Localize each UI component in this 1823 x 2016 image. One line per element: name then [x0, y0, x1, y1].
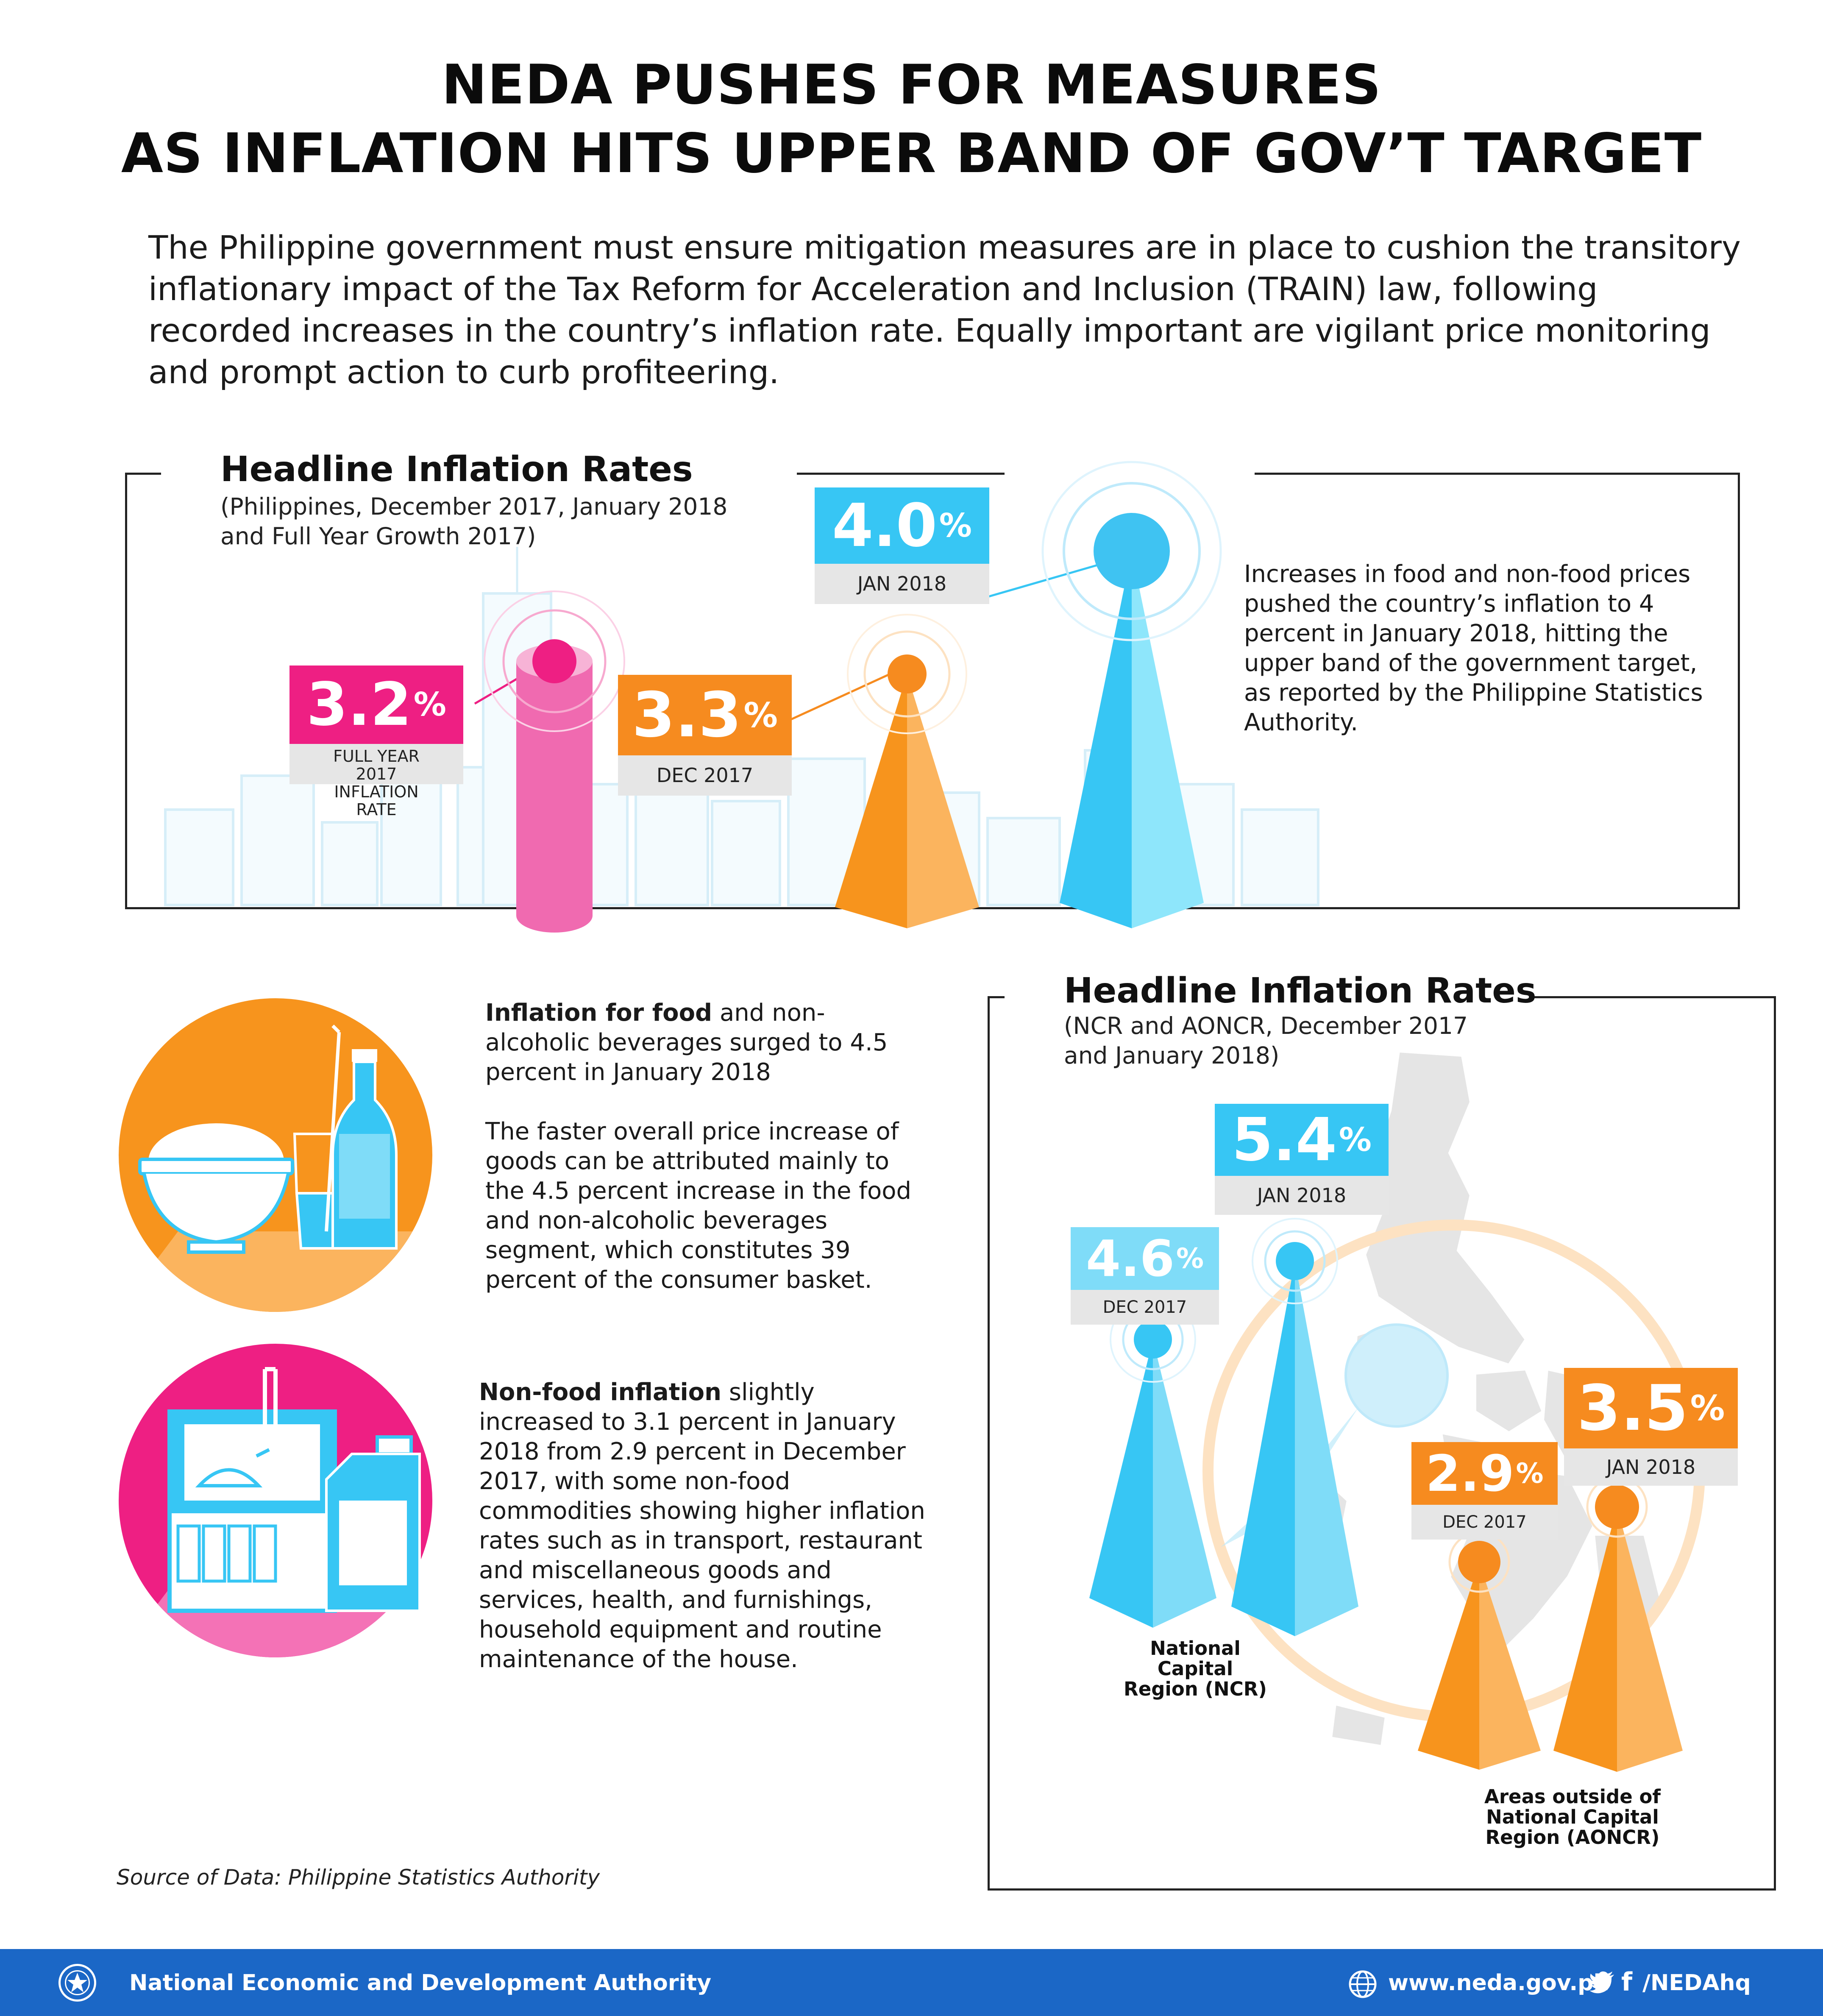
food-paragraph: Inflation for food and non-alcoholic bev…	[485, 998, 922, 1295]
chart2-value-aoncr-jan2018: 3.5%	[1564, 1368, 1738, 1448]
chart1-value-dec2017-number: 3.3	[632, 679, 742, 751]
section2-subtitle-line-1: (NCR and AONCR, December 2017	[1064, 1012, 1468, 1039]
nonfood-paragraph: Non-food inflation slightly increased to…	[479, 1378, 935, 1674]
ncr-label-line-2: Region (NCR)	[1124, 1678, 1267, 1700]
chart2-label-aoncr-dec2017: DEC 2017	[1411, 1505, 1558, 1540]
chart2-value-ncr-dec2017-unit: %	[1176, 1242, 1204, 1275]
nonfood-lead-bold: Non-food inflation	[479, 1378, 722, 1406]
chart2-value-ncr-jan2018: 5.4%	[1215, 1104, 1389, 1176]
chart2-value-aoncr-dec2017-unit: %	[1516, 1457, 1544, 1490]
nonfood-lead-rest: slightly increased to 3.1 percent in Jan…	[479, 1378, 925, 1673]
section1-subtitle-line-1: (Philippines, December 2017, January 201…	[220, 493, 728, 520]
chart2-value-ncr-dec2017-number: 4.6	[1086, 1229, 1175, 1288]
footer-social-handle[interactable]: /NEDAhq	[1642, 1970, 1751, 1996]
aoncr-label: Areas outside of National Capital Region…	[1483, 1787, 1662, 1848]
data-source: Source of Data: Philippine Statistics Au…	[117, 1865, 600, 1890]
chart2-value-aoncr-jan2018-number: 3.5	[1577, 1372, 1688, 1445]
title-line-2: AS INFLATION HITS UPPER BAND OF GOV’T TA…	[121, 122, 1702, 185]
chart2-value-ncr-dec2017: 4.6%	[1071, 1227, 1219, 1290]
chart2-label-ncr-jan2018: JAN 2018	[1215, 1176, 1389, 1215]
chart1-label-jan2018: JAN 2018	[815, 564, 989, 604]
chart1-bar-jan2018	[1041, 461, 1222, 928]
chart1-value-dec2017: 3.3%	[618, 675, 792, 755]
aoncr-label-line-1: Areas outside of	[1484, 1785, 1661, 1808]
chart1-value-fy2017: 3.2%	[289, 666, 463, 744]
chart1-svg	[474, 461, 1222, 933]
bottle-icon	[331, 1049, 398, 1250]
chart1-label-fy2017: FULL YEAR 2017 INFLATION RATE	[289, 744, 463, 819]
aoncr-label-line-3: Region (AONCR)	[1485, 1826, 1660, 1849]
ncr-label: National Capital Region (NCR)	[1110, 1638, 1280, 1699]
globe-icon	[1349, 1970, 1377, 1998]
twitter-icon[interactable]	[1589, 1971, 1615, 1995]
chart1-label-fy2017-text: FULL YEAR 2017 INFLATION RATE	[333, 747, 420, 819]
chart1-bar-dec2017	[835, 614, 979, 928]
chart1-label-dec2017-text: DEC 2017	[656, 764, 754, 787]
chart2-bar-ncr-jan2018	[1231, 1218, 1358, 1636]
food-body: The faster overall price increase of goo…	[485, 1118, 912, 1294]
food-lead-bold: Inflation for food	[485, 999, 713, 1027]
ncr-highlight	[1344, 1323, 1449, 1428]
chart2-value-aoncr-dec2017: 2.9%	[1411, 1442, 1558, 1505]
food-illustration	[119, 998, 432, 1312]
chart1-value-jan2018-number: 4.0	[832, 491, 938, 560]
chart2-bar-ncr-dec2017	[1089, 1296, 1216, 1628]
chart2-label-ncr-jan2018-text: JAN 2018	[1257, 1184, 1347, 1207]
chart1-bar-fy2017	[484, 590, 625, 933]
chart1-value-dec2017-unit: %	[743, 695, 778, 735]
facebook-icon[interactable]: f	[1621, 1967, 1633, 1997]
chart2-label-aoncr-jan2018-text: JAN 2018	[1606, 1456, 1696, 1479]
chart2-bar-aoncr-jan2018	[1553, 1476, 1683, 1772]
neda-logo-icon	[58, 1964, 96, 2002]
section1-title: Headline Inflation Rates	[220, 449, 693, 490]
bowl-icon	[138, 1123, 294, 1254]
ncr-label-line-1: National Capital	[1150, 1637, 1241, 1680]
food-lead-rest: and non-alcoholic beverages surged to 4.…	[485, 999, 888, 1086]
chart2-value-ncr-jan2018-number: 5.4	[1232, 1105, 1337, 1175]
chart2-value-aoncr-jan2018-unit: %	[1690, 1388, 1725, 1428]
section1-subtitle-line-2: and Full Year Growth 2017)	[220, 523, 536, 550]
footer-org-name: National Economic and Development Author…	[129, 1970, 712, 1996]
section2-subtitle-line-2: and January 2018)	[1064, 1042, 1280, 1069]
chart1-label-jan2018-text: JAN 2018	[857, 572, 947, 595]
chart2-value-aoncr-dec2017-number: 2.9	[1425, 1444, 1514, 1503]
section1-subtitle: (Philippines, December 2017, January 201…	[220, 492, 814, 551]
nonfood-illustration	[119, 1344, 432, 1657]
chart1-value-fy2017-number: 3.2	[306, 670, 412, 739]
section2-subtitle: (NCR and AONCR, December 2017 and Januar…	[1064, 1011, 1615, 1070]
chart2-label-ncr-dec2017-text: DEC 2017	[1102, 1298, 1187, 1317]
footer-website-link[interactable]: www.neda.gov.ph	[1388, 1970, 1609, 1996]
intro-paragraph: The Philippine government must ensure mi…	[148, 228, 1741, 391]
chart2-label-aoncr-jan2018: JAN 2018	[1564, 1448, 1738, 1486]
chart1-value-jan2018-unit: %	[939, 507, 972, 545]
chart1-label-dec2017: DEC 2017	[618, 755, 792, 796]
chart2-label-aoncr-dec2017-text: DEC 2017	[1442, 1512, 1527, 1532]
aoncr-label-line-2: National Capital	[1486, 1806, 1659, 1828]
chart1-value-jan2018: 4.0%	[815, 487, 989, 564]
chart1-value-fy2017-unit: %	[413, 686, 446, 724]
chart2-value-ncr-jan2018-unit: %	[1339, 1121, 1372, 1159]
section1-note: Increases in food and non-food prices pu…	[1244, 560, 1703, 736]
chart2-label-ncr-dec2017: DEC 2017	[1071, 1290, 1219, 1325]
food-lead: Inflation for food and non-alcoholic bev…	[485, 998, 922, 1087]
title-line-1: NEDA PUSHES FOR MEASURES	[441, 53, 1382, 117]
footer-bar: National Economic and Development Author…	[0, 1949, 1823, 2016]
page-title: NEDA PUSHES FOR MEASURES AS INFLATION HI…	[0, 51, 1823, 188]
section2-title: Headline Inflation Rates	[1064, 971, 1536, 1011]
microwave-icon	[167, 1367, 337, 1613]
detergent-icon	[325, 1435, 421, 1612]
